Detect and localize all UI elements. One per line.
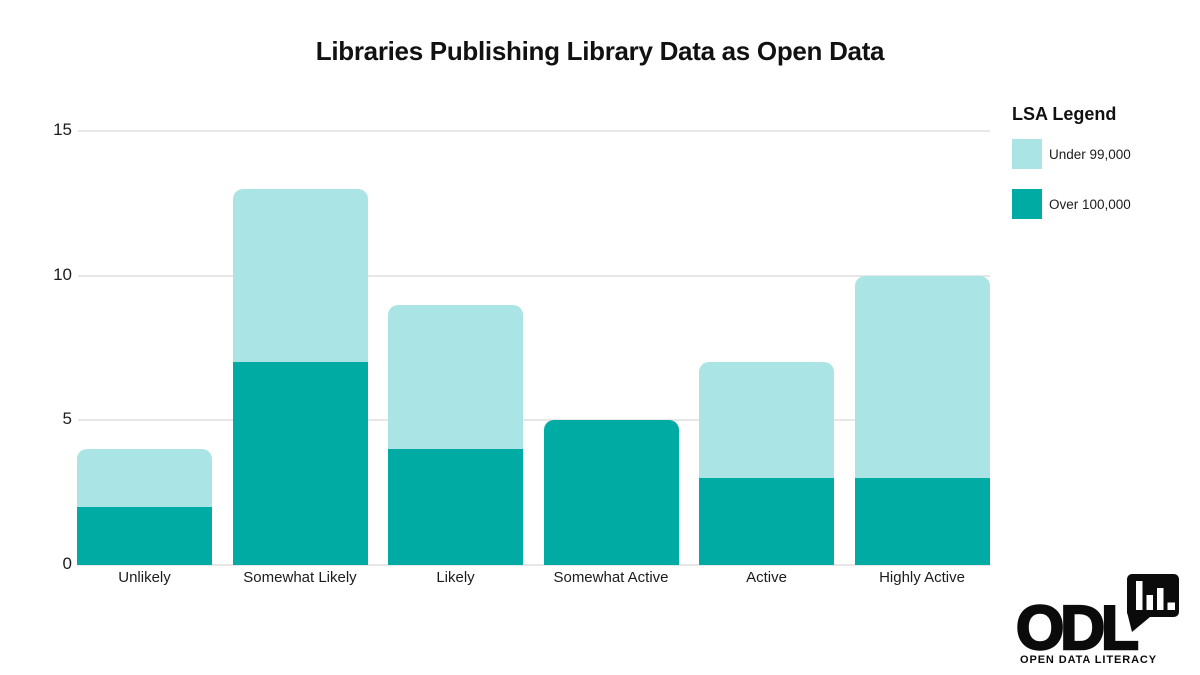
legend-label: Over 100,000: [1049, 196, 1131, 212]
bar-segment: [232, 188, 368, 363]
bar-segment: [854, 275, 990, 479]
bubble-bar-dot: [1167, 602, 1175, 610]
x-axis-label: Highly Active: [879, 569, 965, 586]
x-axis-label: Somewhat Active: [553, 569, 669, 586]
y-axis-tick-10: 10: [53, 264, 72, 284]
gridline-5: [78, 419, 990, 422]
gridline-10: [78, 274, 990, 277]
odl-tagline: OPEN DATA LITERACY: [1020, 654, 1157, 666]
bubble-bar-short: [1146, 595, 1153, 610]
legend-item: Over 100,000: [1012, 189, 1192, 219]
legend-items: Under 99,000 Over 100,000: [1012, 139, 1192, 219]
gridline-0: [78, 564, 990, 566]
bar-segment: [388, 304, 523, 450]
bar-segment: [232, 362, 368, 565]
y-axis-tick-15: 15: [53, 120, 72, 139]
bar-segment: [699, 362, 834, 479]
chart-title: Libraries Publishing Library Data as Ope…: [315, 36, 885, 66]
bar-segment: [854, 478, 990, 565]
bar-segment: [699, 478, 834, 565]
bar-segment: [543, 420, 679, 565]
legend-item: Under 99,000: [1012, 139, 1192, 169]
speech-bubble-bar-chart-icon: [1127, 574, 1179, 632]
gridline-15: [78, 130, 990, 132]
bar-segment: [77, 507, 212, 565]
x-axis-label: Likely: [436, 569, 475, 586]
odl-logo-graphic: ODL OPEN DATA LITERACY: [1015, 574, 1179, 666]
legend-swatch: [1012, 139, 1042, 169]
legend-label: Under 99,000: [1049, 146, 1131, 162]
y-axis-tick-5: 5: [62, 409, 72, 429]
y-axis-tick-0: 0: [62, 554, 72, 573]
odl-logo: ODL OPEN DATA LITERACY: [1014, 562, 1194, 670]
legend-swatch: [1012, 189, 1042, 219]
bubble-bar-tall: [1136, 581, 1143, 610]
bar-segment: [388, 449, 523, 565]
bubble-bar-medium: [1157, 588, 1164, 610]
odl-wordmark: ODL: [1016, 594, 1137, 663]
x-axis-label: Somewhat Likely: [243, 569, 357, 586]
bar-segment: [77, 449, 212, 508]
legend-title: LSA Legend: [1012, 104, 1117, 124]
lsa-legend: LSA Legend Under 99,000 Over 100,000: [1012, 104, 1192, 239]
x-axis-label: Active: [746, 569, 787, 586]
x-axis-label: Unlikely: [118, 569, 171, 586]
